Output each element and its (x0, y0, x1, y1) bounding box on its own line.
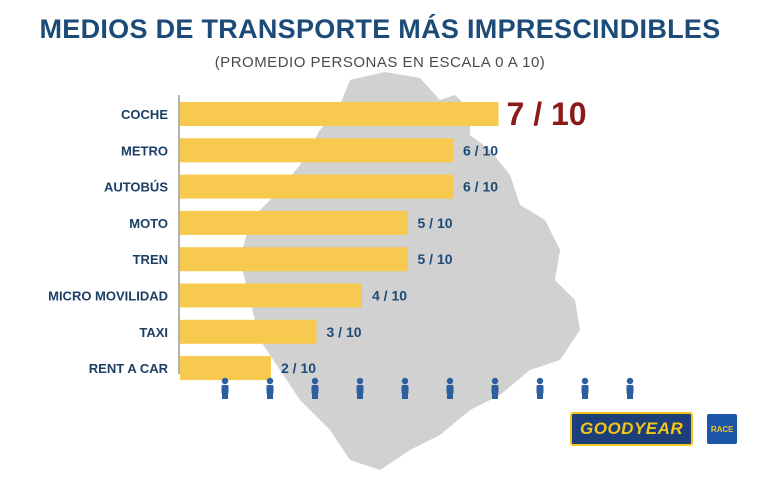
value-label-6: 3 / 10 (327, 324, 362, 340)
value-label-0: 7 / 10 (507, 96, 587, 132)
person-icon (266, 377, 274, 399)
value-label-5: 4 / 10 (372, 288, 407, 304)
bar-4 (180, 247, 408, 272)
bar-0 (180, 102, 499, 126)
category-label-5: MICRO MOVILIDAD (48, 289, 168, 304)
person-icon (311, 377, 319, 399)
race-logo: RACE (707, 414, 738, 444)
person-icon (401, 377, 409, 399)
category-label-7: RENT A CAR (89, 361, 169, 376)
chart-title: MEDIOS DE TRANSPORTE MÁS IMPRESCINDIBLES (39, 14, 721, 44)
person-icon (491, 377, 499, 399)
bar-5 (180, 283, 362, 308)
category-label-0: COCHE (121, 107, 168, 122)
bars-group (178, 95, 499, 381)
bar-2 (180, 174, 453, 199)
value-label-4: 5 / 10 (418, 251, 453, 267)
value-labels-group: 7 / 10 6 / 10 6 / 10 5 / 10 5 / 10 4 / 10 3 / … (281, 96, 587, 376)
value-label-7: 2 / 10 (281, 360, 316, 376)
category-label-2: AUTOBÚS (104, 180, 168, 195)
scale-icons-group (221, 377, 634, 399)
bar-6 (180, 319, 317, 344)
person-icon (356, 377, 364, 399)
bar-7 (180, 356, 271, 381)
person-icon (446, 377, 454, 399)
goodyear-logo: GOODYEAR (570, 412, 694, 446)
bar-3 (180, 210, 408, 235)
value-label-3: 5 / 10 (418, 215, 453, 231)
category-labels-group: COCHE METRO AUTOBÚS MOTO TREN MICRO MOVILIDAD… (48, 107, 168, 376)
category-label-3: MOTO (129, 216, 168, 231)
category-label-6: TAXI (139, 325, 168, 340)
category-label-1: METRO (121, 143, 168, 158)
category-label-4: TREN (133, 252, 168, 267)
sponsor-logos: GOODYEAR RACE (570, 412, 738, 446)
value-label-1: 6 / 10 (463, 142, 498, 158)
person-icon (221, 377, 229, 399)
person-icon (581, 377, 589, 399)
chart-subtitle: (PROMEDIO PERSONAS EN ESCALA 0 A 10) (214, 54, 546, 71)
value-label-2: 6 / 10 (463, 179, 498, 195)
bar-1 (180, 138, 453, 163)
person-icon (626, 377, 634, 399)
person-icon (536, 377, 544, 399)
